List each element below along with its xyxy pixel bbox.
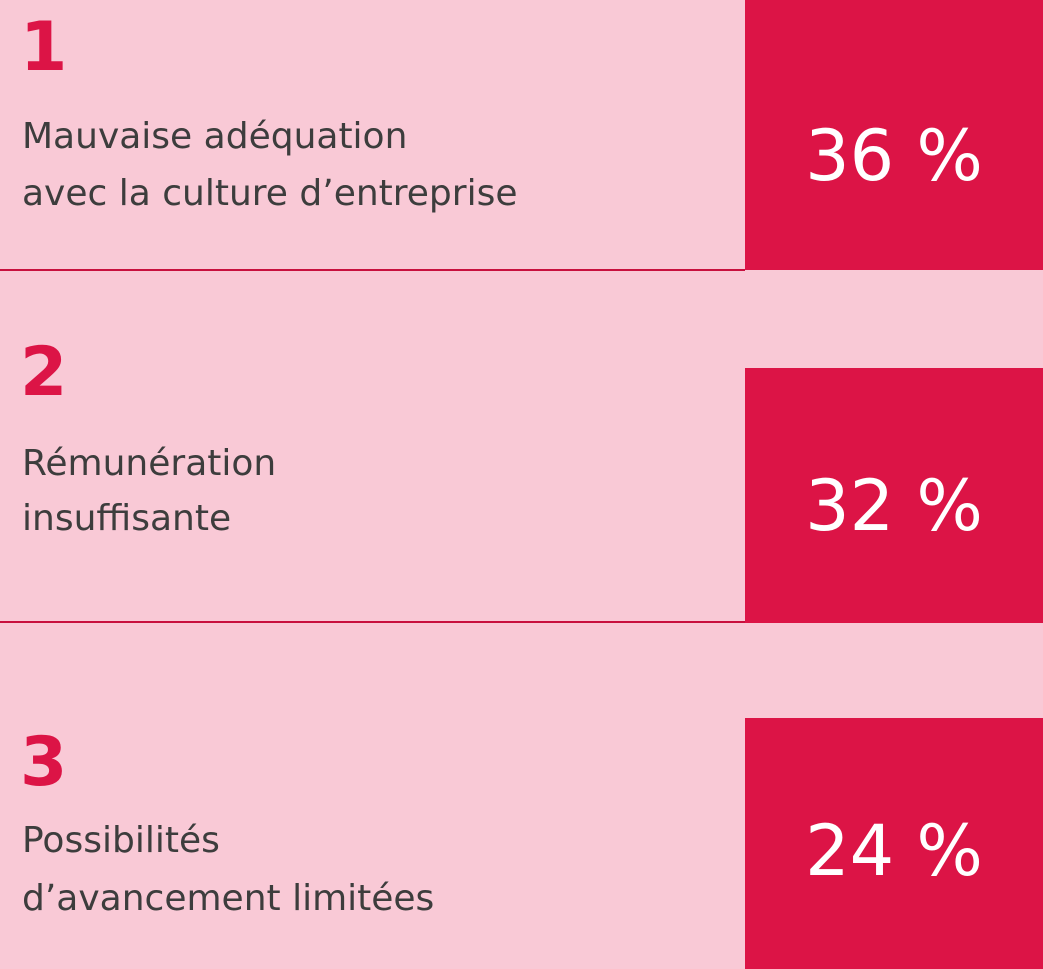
percent-value: 32 % <box>805 465 983 547</box>
reason-label: Possibilités <box>22 820 220 861</box>
percent-box <box>745 0 1043 270</box>
reason-label: d’avancement limitées <box>22 878 434 919</box>
percent-value: 24 % <box>805 810 983 892</box>
reason-label: avec la culture d’entreprise <box>22 173 518 214</box>
percent-box <box>745 718 1043 969</box>
rank-number: 2 <box>20 333 67 412</box>
reason-label: Mauvaise adéquation <box>22 116 407 157</box>
percent-box <box>745 368 1043 623</box>
reason-label: Rémunération <box>22 443 276 484</box>
reason-label: insuffisante <box>22 498 231 539</box>
rank-number: 1 <box>20 8 67 87</box>
percent-value: 36 % <box>805 115 983 197</box>
rank-number: 3 <box>20 723 67 802</box>
